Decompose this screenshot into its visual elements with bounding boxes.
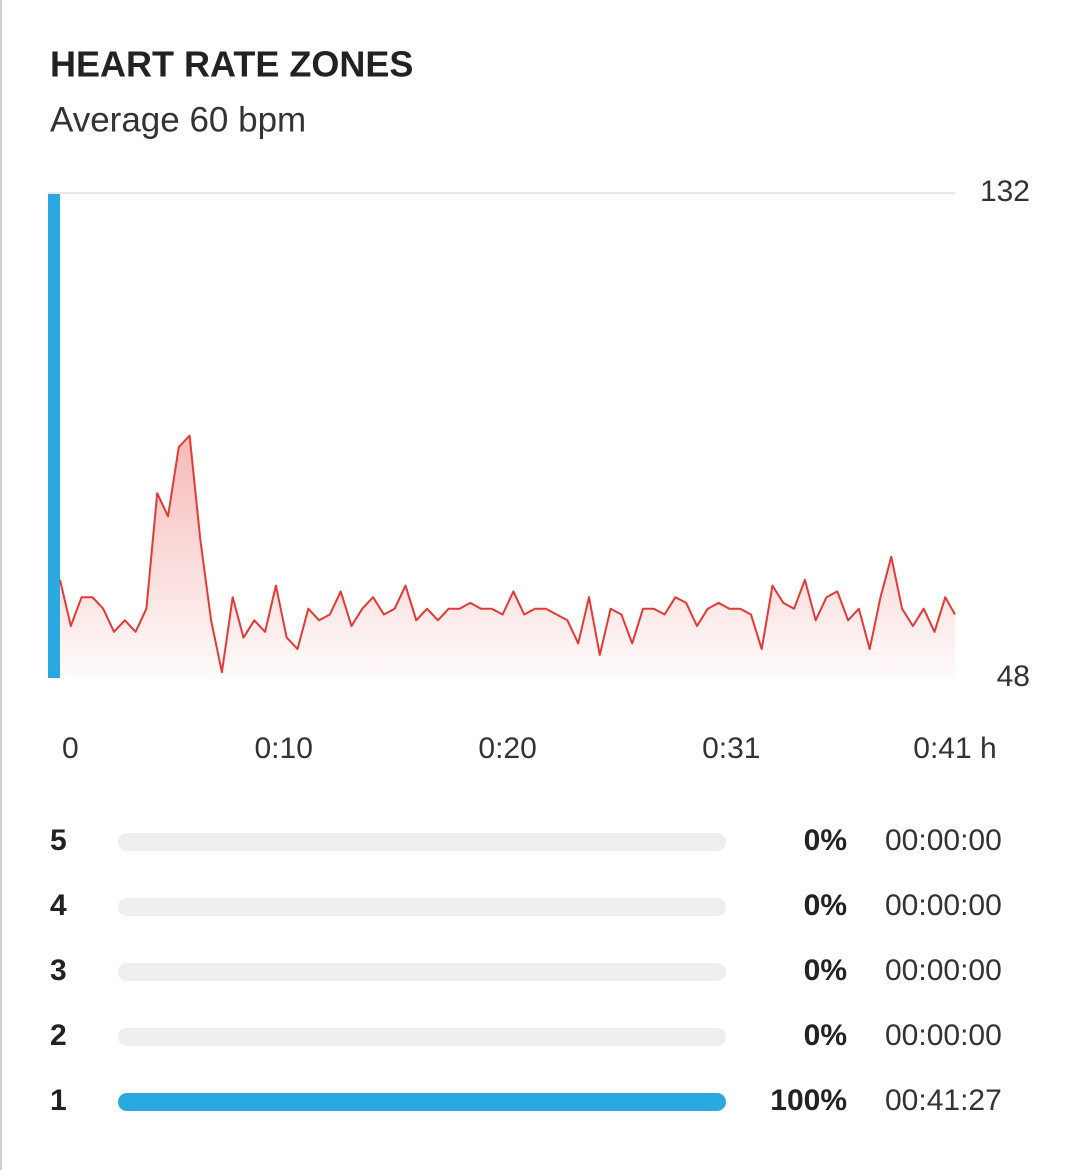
zone-number: 3	[50, 954, 67, 987]
y-tick-label: 48	[997, 660, 1030, 693]
zone-percent: 0%	[804, 889, 847, 922]
x-tick-label: 0:10	[255, 732, 313, 765]
zone-percent: 100%	[770, 1084, 847, 1117]
zone-duration: 00:41:27	[885, 1084, 1002, 1117]
zone-bar	[118, 1093, 726, 1111]
zone-track	[118, 898, 726, 916]
zone-number: 5	[50, 824, 67, 857]
zone-percent: 0%	[804, 954, 847, 987]
zone-track	[118, 833, 726, 851]
x-tick-label: 0:31	[702, 732, 760, 765]
heart-rate-line	[59, 434, 956, 674]
x-tick-label: 0:41 h	[913, 732, 996, 765]
zone-track	[118, 963, 726, 981]
y-tick-label: 132	[980, 175, 1030, 208]
zone-indicator	[48, 193, 60, 678]
zone-number: 2	[50, 1019, 67, 1052]
zone-duration: 00:00:00	[885, 889, 1002, 922]
zone-duration: 00:00:00	[885, 824, 1002, 857]
zone-track	[118, 1028, 726, 1046]
zone-duration: 00:00:00	[885, 954, 1002, 987]
x-tick-label: 0:20	[478, 732, 536, 765]
area-fill	[60, 435, 955, 678]
zone-duration: 00:00:00	[885, 1019, 1002, 1052]
title: HEART RATE ZONES	[50, 44, 413, 85]
zone-percent: 0%	[804, 1019, 847, 1052]
x-tick-label: 0	[62, 732, 79, 765]
zone-number: 1	[50, 1084, 67, 1117]
zone-number: 4	[50, 889, 67, 922]
zone-percent: 0%	[804, 824, 847, 857]
subtitle: Average 60 bpm	[50, 100, 306, 139]
